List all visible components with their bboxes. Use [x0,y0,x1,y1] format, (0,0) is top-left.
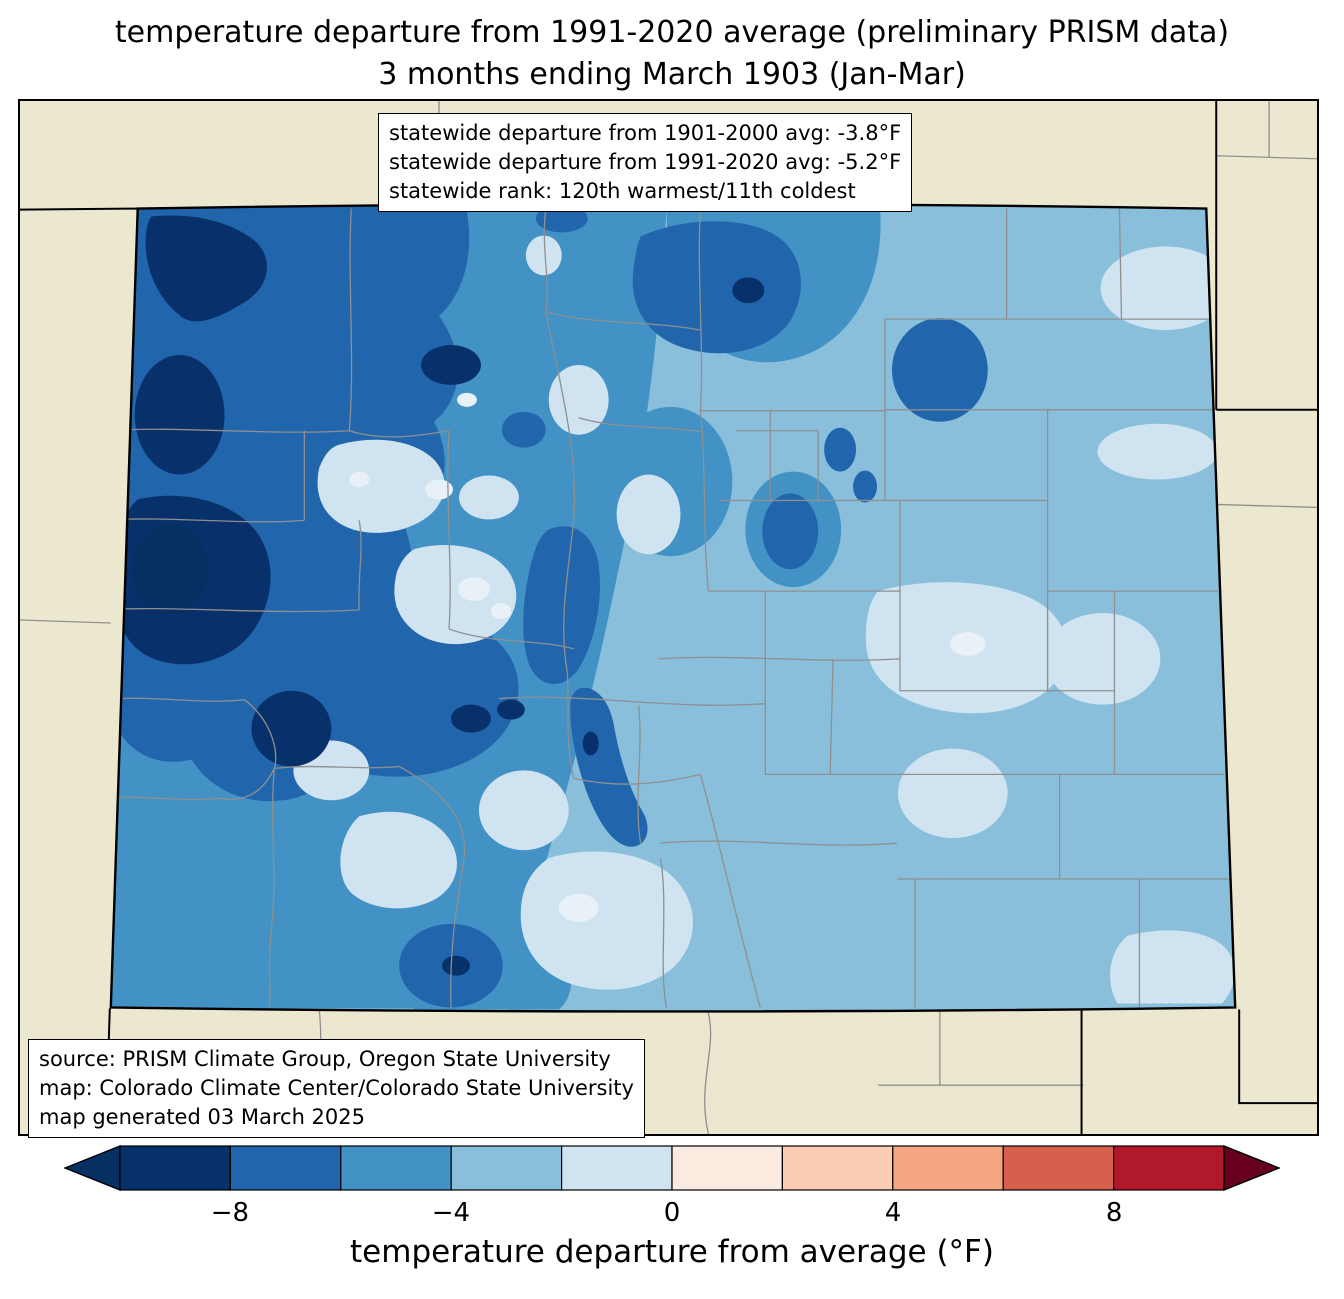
source-credit-box: source: PRISM Climate Group, Oregon Stat… [28,1039,645,1138]
colorbar-tick-label: 8 [1105,1198,1123,1228]
stats-line-3: statewide rank: 120th warmest/11th colde… [389,178,856,203]
colorbar-segment [671,1145,784,1191]
colorbar-tick-label: 0 [663,1198,681,1228]
colorbar-segment [450,1145,563,1191]
colorbar-tick-label: −4 [431,1198,471,1228]
fill-near-white-spots [349,392,986,922]
colorbar-segment [119,1145,232,1191]
colorbar-tick-label: −8 [210,1198,250,1228]
map-axes: statewide departure from 1901-2000 avg: … [18,99,1319,1138]
title-line-2: 3 months ending March 1903 (Jan-Mar) [378,57,966,92]
fill-navy-patches [114,215,765,976]
source-line-1: source: PRISM Climate Group, Oregon Stat… [39,1047,611,1071]
colorbar-segment [892,1145,1004,1191]
stats-line-2: statewide departure from 1991-2020 avg: … [389,149,902,174]
colorbar-segment [561,1145,673,1191]
colorbar-segment [340,1145,452,1191]
colorbar-segment [781,1145,894,1191]
colorbar-axis-label: temperature departure from average (°F) [350,1234,994,1270]
statewide-stats-box: statewide departure from 1901-2000 avg: … [378,113,913,212]
title-line-1: temperature departure from 1991-2020 ave… [114,15,1230,50]
colorbar-arrow-high [1223,1144,1281,1192]
colorbar [63,1144,1281,1192]
colorbar-arrow-low [63,1144,121,1192]
colorbar-scale [63,1144,1281,1192]
colorbar-ticks: −8 −4 0 4 8 [64,1198,1280,1230]
source-line-3: map generated 03 March 2025 [39,1104,366,1129]
county-lines-layer [110,208,1230,1008]
colorbar-segment [229,1145,342,1191]
colorbar-tick-label: 4 [884,1198,902,1228]
colorbar-segment [1112,1145,1225,1191]
stats-line-1: statewide departure from 1901-2000 avg: … [389,121,902,145]
temperature-fill-layer [110,204,1236,1012]
figure-title: temperature departure from 1991-2020 ave… [0,12,1344,96]
colorbar-segment [1002,1145,1115,1191]
colorado-map-canvas [20,101,1317,1134]
source-line-2: map: Colorado Climate Center/Colorado St… [39,1075,634,1100]
